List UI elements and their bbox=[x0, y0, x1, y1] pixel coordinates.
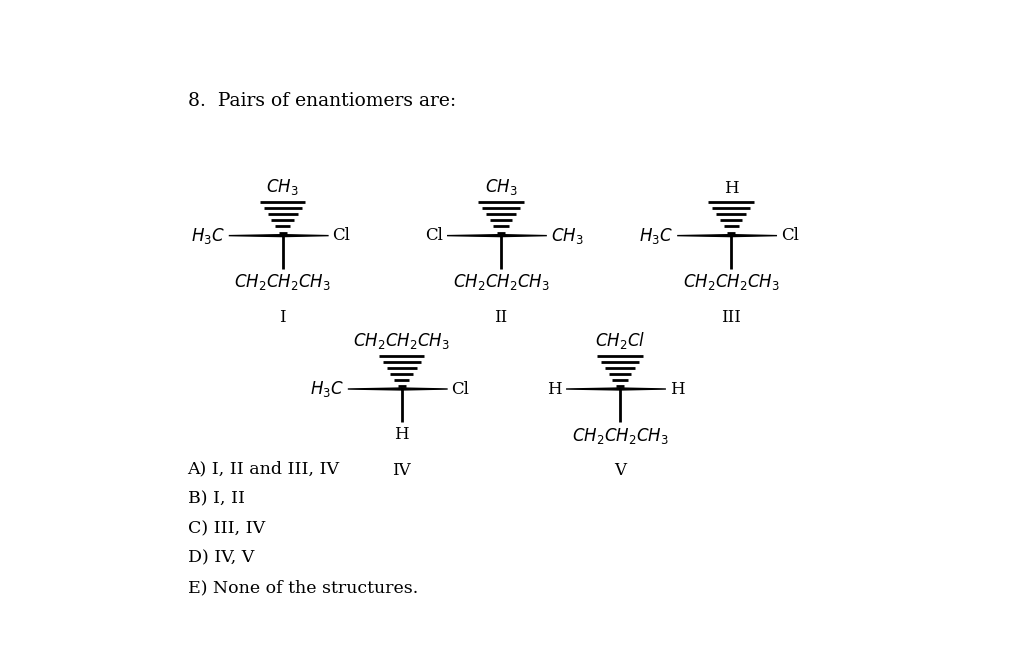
Text: $H_3C$: $H_3C$ bbox=[309, 379, 343, 399]
Text: B) I, II: B) I, II bbox=[187, 490, 245, 507]
Text: 8.  Pairs of enantiomers are:: 8. Pairs of enantiomers are: bbox=[187, 92, 456, 110]
Text: $CH_3$: $CH_3$ bbox=[484, 177, 517, 197]
Text: H: H bbox=[547, 380, 562, 398]
Text: E) None of the structures.: E) None of the structures. bbox=[187, 579, 418, 596]
Text: $H_3C$: $H_3C$ bbox=[190, 226, 224, 246]
Polygon shape bbox=[401, 388, 447, 390]
Text: $H_3C$: $H_3C$ bbox=[639, 226, 673, 246]
Text: II: II bbox=[495, 309, 508, 325]
Polygon shape bbox=[447, 234, 501, 236]
Polygon shape bbox=[620, 388, 666, 390]
Polygon shape bbox=[348, 388, 401, 390]
Polygon shape bbox=[228, 234, 283, 236]
Text: D) IV, V: D) IV, V bbox=[187, 550, 254, 566]
Text: H: H bbox=[670, 380, 684, 398]
Polygon shape bbox=[566, 388, 620, 390]
Text: $CH_2CH_2CH_3$: $CH_2CH_2CH_3$ bbox=[353, 331, 451, 351]
Text: $CH_2Cl$: $CH_2Cl$ bbox=[595, 330, 645, 351]
Text: H: H bbox=[724, 181, 738, 197]
Polygon shape bbox=[501, 234, 547, 236]
Text: A) I, II and III, IV: A) I, II and III, IV bbox=[187, 461, 340, 477]
Text: $CH_2CH_2CH_3$: $CH_2CH_2CH_3$ bbox=[453, 272, 549, 292]
Text: C) III, IV: C) III, IV bbox=[187, 520, 264, 537]
Polygon shape bbox=[731, 234, 777, 236]
Text: $CH_2CH_2CH_3$: $CH_2CH_2CH_3$ bbox=[571, 426, 669, 446]
Text: Cl: Cl bbox=[425, 227, 442, 244]
Text: IV: IV bbox=[392, 462, 411, 479]
Text: I: I bbox=[280, 309, 286, 325]
Text: $CH_2CH_2CH_3$: $CH_2CH_2CH_3$ bbox=[234, 272, 331, 292]
Text: Cl: Cl bbox=[780, 227, 799, 244]
Text: Cl: Cl bbox=[333, 227, 350, 244]
Text: III: III bbox=[721, 309, 741, 325]
Polygon shape bbox=[283, 234, 329, 236]
Polygon shape bbox=[677, 234, 731, 236]
Text: V: V bbox=[614, 462, 626, 479]
Text: $CH_3$: $CH_3$ bbox=[551, 226, 584, 246]
Text: $CH_3$: $CH_3$ bbox=[266, 177, 299, 197]
Text: $CH_2CH_2CH_3$: $CH_2CH_2CH_3$ bbox=[683, 272, 779, 292]
Text: H: H bbox=[394, 426, 410, 442]
Text: Cl: Cl bbox=[452, 380, 469, 398]
